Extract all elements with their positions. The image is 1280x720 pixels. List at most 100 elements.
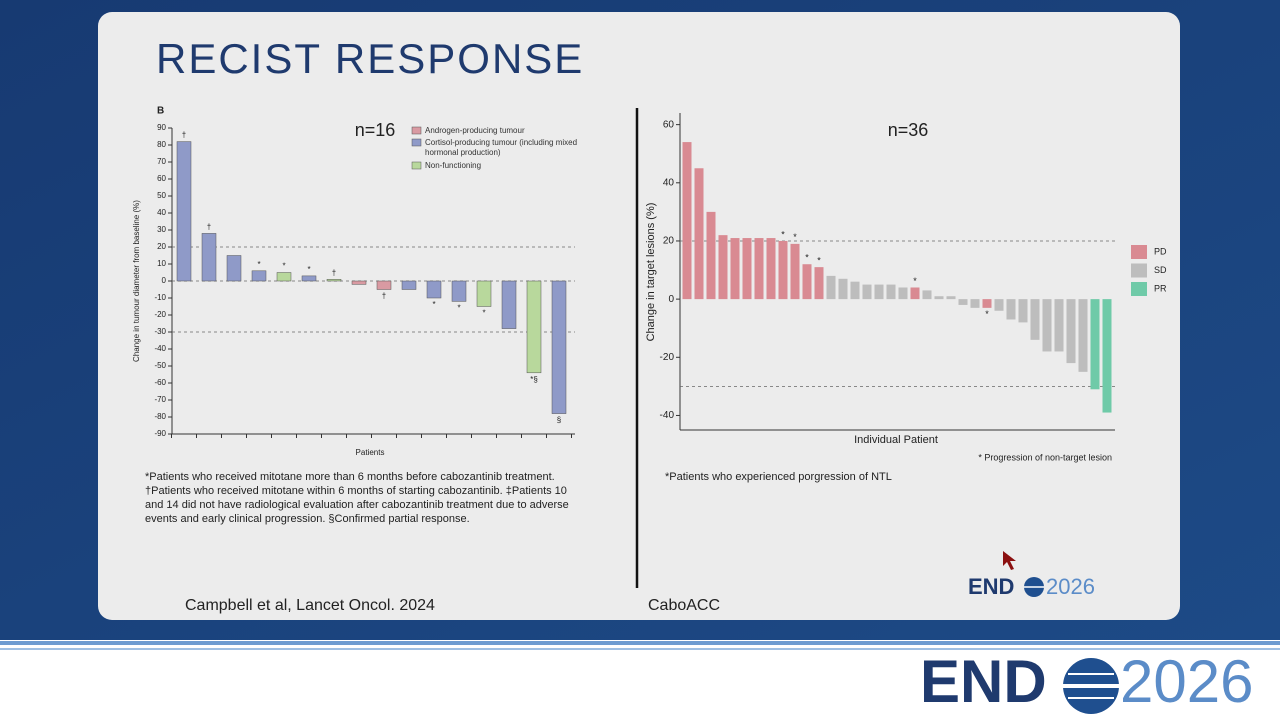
bar xyxy=(1090,299,1100,390)
y-tick-label: -40 xyxy=(660,410,675,421)
bar-annotation: * xyxy=(817,256,821,266)
y-tick-label: -80 xyxy=(154,412,166,421)
y-tick-label: 70 xyxy=(157,157,166,166)
y-tick-label: 50 xyxy=(157,191,166,200)
legend-label: PD xyxy=(1154,246,1167,256)
bar xyxy=(326,279,342,282)
bar-annotation: § xyxy=(557,416,561,425)
bar xyxy=(742,238,752,300)
bar xyxy=(251,270,267,282)
bar-annotation: * xyxy=(793,232,797,242)
bar xyxy=(706,211,716,300)
legend-item: Non-functioning xyxy=(425,161,482,170)
bar xyxy=(1102,299,1112,413)
legend-swatch xyxy=(411,138,422,147)
y-tick-label: -20 xyxy=(154,310,166,319)
bar xyxy=(814,267,824,300)
legend-swatch xyxy=(1131,282,1147,296)
bar xyxy=(934,296,944,300)
bar xyxy=(1006,299,1016,320)
bar-annotation: † xyxy=(332,268,336,277)
chart-title: n=16 xyxy=(355,120,396,140)
y-tick-label: -60 xyxy=(154,378,166,387)
legend-label: Non-functioning xyxy=(425,161,482,170)
bar xyxy=(451,280,467,302)
bar-annotation: *§ xyxy=(530,375,538,384)
bar-annotation: * xyxy=(307,265,310,274)
y-tick-label: -40 xyxy=(154,344,166,353)
bar-annotation: * xyxy=(781,229,785,239)
bar xyxy=(694,168,704,300)
y-axis-label: Change in tumour diameter from baseline … xyxy=(132,200,141,362)
bar xyxy=(526,280,542,374)
bar xyxy=(682,142,692,300)
bar-annotation: * xyxy=(457,304,460,313)
bar-annotation: * xyxy=(432,300,435,309)
bar-annotation: * xyxy=(985,309,989,319)
footnote: *Patients who experienced porgression of… xyxy=(665,471,892,483)
bar xyxy=(1066,299,1076,364)
logo-text: END xyxy=(968,574,1014,599)
chart-title: n=36 xyxy=(888,120,929,140)
source: Campbell et al, Lancet Oncol. 2024 xyxy=(185,597,435,614)
bar xyxy=(501,280,517,329)
y-tick-label: 0 xyxy=(668,294,674,305)
y-tick-label: 40 xyxy=(663,177,675,188)
footnote-line: †Patients who received mitotane within 6… xyxy=(145,485,567,497)
card xyxy=(98,12,1180,620)
footer-stripe xyxy=(0,648,1280,650)
y-axis-label: Change in target lesions (%) xyxy=(645,203,657,342)
bar xyxy=(730,238,740,300)
bar xyxy=(754,238,764,300)
legend-swatch xyxy=(411,161,422,170)
y-tick-label: 20 xyxy=(663,236,675,247)
bar-annotation: * xyxy=(805,253,809,263)
bar xyxy=(176,141,192,282)
bar xyxy=(1018,299,1028,323)
bar xyxy=(802,264,812,300)
logo-text: END xyxy=(920,648,1047,715)
logo-text: 2026 xyxy=(1046,574,1095,599)
y-tick-label: 30 xyxy=(157,225,166,234)
bar xyxy=(201,233,217,282)
y-tick-label: -30 xyxy=(154,327,166,336)
bar xyxy=(850,281,860,300)
bar xyxy=(276,272,292,282)
bar-annotation: * xyxy=(913,276,917,286)
bar xyxy=(994,299,1004,311)
y-tick-label: 10 xyxy=(157,259,166,268)
bar xyxy=(351,280,367,285)
bar xyxy=(982,299,992,308)
bar xyxy=(1078,299,1088,372)
bar xyxy=(874,284,884,300)
bar xyxy=(301,275,317,282)
footnote-line: *Patients who received mitotane more tha… xyxy=(145,471,555,483)
bar xyxy=(551,280,567,414)
bar xyxy=(910,287,920,300)
bar xyxy=(766,238,776,300)
bar xyxy=(898,287,908,300)
y-tick-label: 60 xyxy=(157,174,166,183)
y-tick-label: 40 xyxy=(157,208,166,217)
y-tick-label: -70 xyxy=(154,395,166,404)
legend-label: Androgen-producing tumour xyxy=(425,126,525,135)
bar xyxy=(426,280,442,299)
y-tick-label: -50 xyxy=(154,361,166,370)
y-tick-label: -90 xyxy=(154,429,166,438)
bar xyxy=(862,284,872,300)
bar-annotation: † xyxy=(182,131,186,140)
legend-swatch xyxy=(1131,245,1147,259)
logo-text: 2026 xyxy=(1120,648,1253,715)
bar xyxy=(790,243,800,300)
y-tick-label: 60 xyxy=(663,119,675,130)
y-tick-label: -20 xyxy=(660,352,675,363)
bar xyxy=(401,280,417,290)
footer-stripe xyxy=(0,641,1280,645)
cursor xyxy=(1003,551,1016,570)
legend-label: Cortisol-producing tumour (including mix… xyxy=(425,138,578,157)
bar xyxy=(1042,299,1052,352)
bar xyxy=(958,299,968,305)
y-tick-label: 20 xyxy=(157,242,166,251)
bar xyxy=(476,280,492,307)
bar xyxy=(886,284,896,300)
